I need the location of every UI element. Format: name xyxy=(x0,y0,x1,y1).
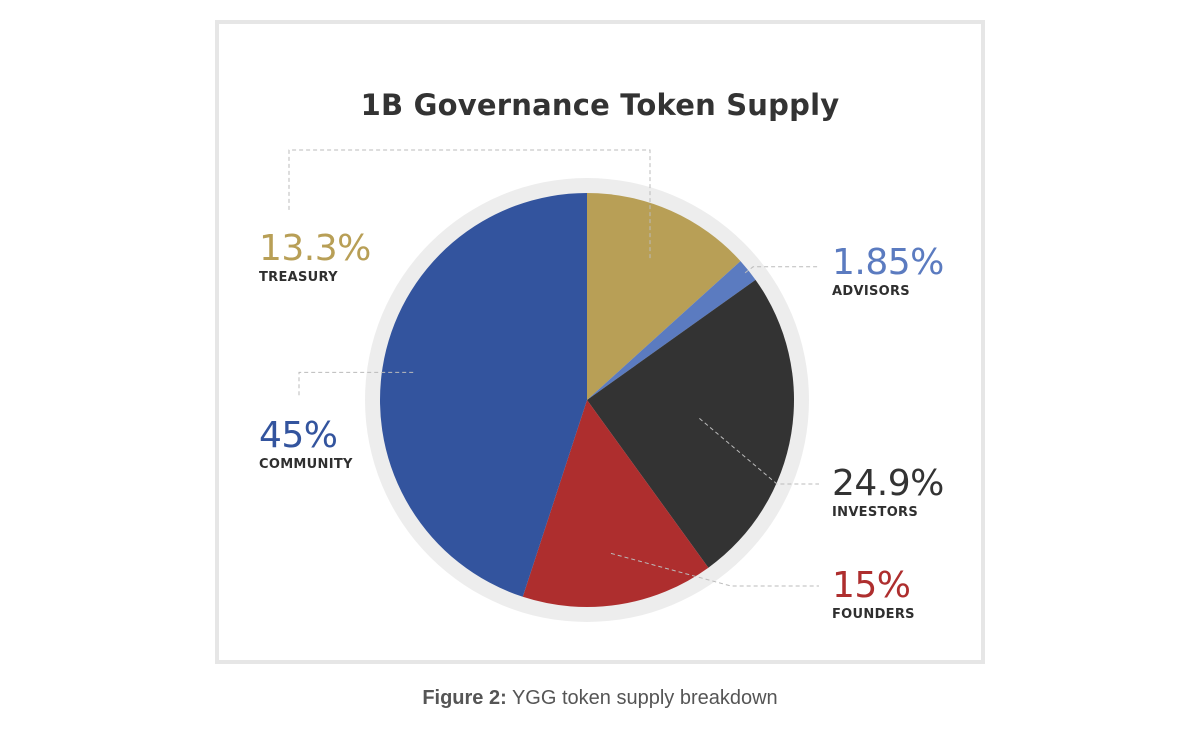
founders-label: FOUNDERS xyxy=(832,607,915,622)
pie-slice-founders xyxy=(522,400,709,608)
advisors-label: ADVISORS xyxy=(832,284,910,299)
label-investors: 24.9% INVESTORS xyxy=(832,463,944,521)
treasury-percent: 13.3% xyxy=(259,228,371,269)
leader-treasury xyxy=(288,149,651,259)
label-advisors: 1.85% ADVISORS xyxy=(832,242,944,300)
pie-slice-community xyxy=(379,193,587,597)
pie-slice-treasury xyxy=(587,193,741,400)
pie-slice-advisors xyxy=(587,261,756,400)
community-label: COMMUNITY xyxy=(259,457,353,472)
leader-founders xyxy=(610,552,819,587)
founders-percent: 15% xyxy=(832,565,911,606)
pie-slice-investors xyxy=(587,279,795,568)
investors-label: INVESTORS xyxy=(832,505,919,520)
leader-investors xyxy=(699,418,819,485)
leader-lines xyxy=(288,149,819,587)
pie-slices xyxy=(379,193,795,608)
community-percent: 45% xyxy=(259,415,338,456)
advisors-percent: 1.85% xyxy=(832,242,944,283)
caption-text: YGG token supply breakdown xyxy=(506,687,778,709)
leader-community xyxy=(298,371,414,398)
investors-percent: 24.9% xyxy=(832,463,944,504)
treasury-label: TREASURY xyxy=(259,270,338,285)
caption-prefix: Figure 2: xyxy=(422,687,507,709)
leader-advisors xyxy=(744,266,819,274)
chart-frame: 1B Governance Token Supply 13.3% TREASUR… xyxy=(215,20,985,664)
label-founders: 15% FOUNDERS xyxy=(832,565,915,623)
figure-caption: Figure 2: YGG token supply breakdown xyxy=(0,687,1200,710)
pie-chart xyxy=(288,149,819,622)
label-treasury: 13.3% TREASURY xyxy=(259,228,371,286)
chart-title: 1B Governance Token Supply xyxy=(360,88,840,122)
label-community: 45% COMMUNITY xyxy=(259,415,353,473)
